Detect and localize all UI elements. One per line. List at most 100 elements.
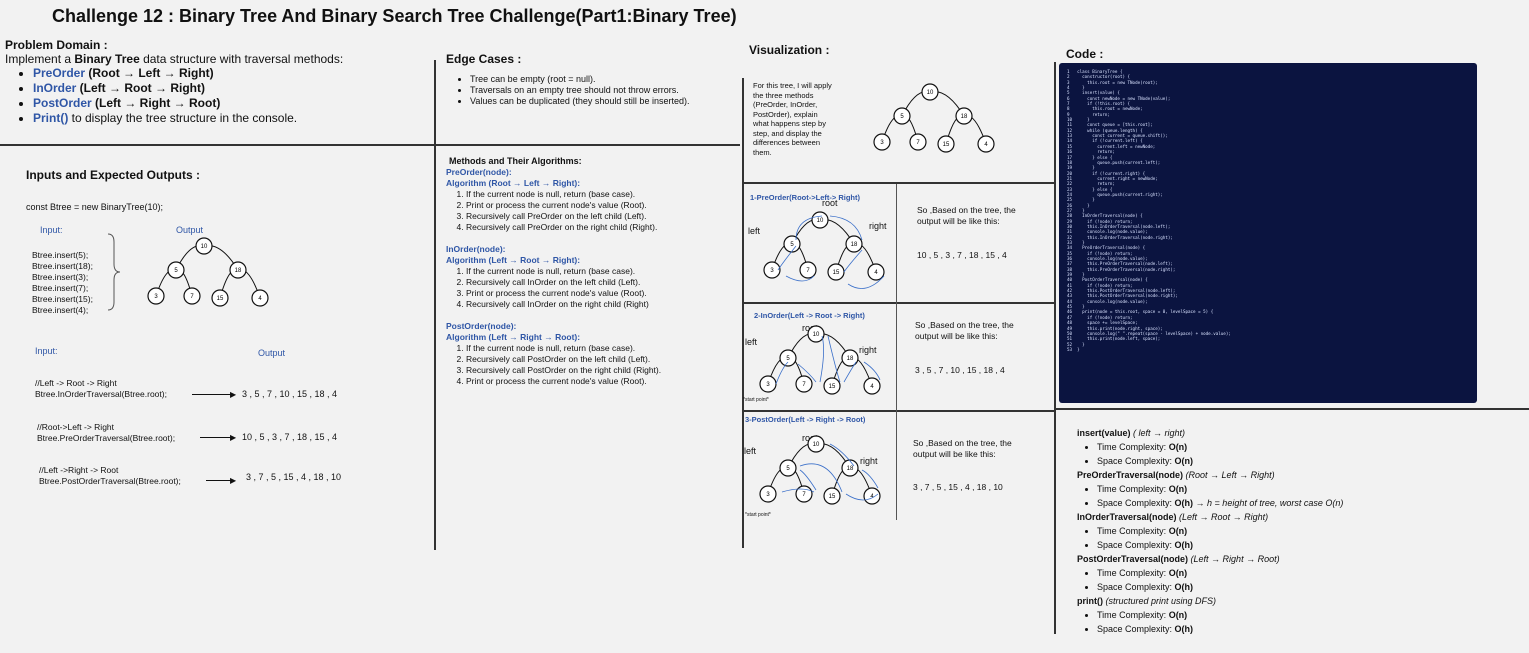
left-label: left [744,446,757,456]
row-call: Btree.InOrderTraversal(Btree.root); [35,389,167,399]
io-heading: Inputs and Expected Outputs : [26,168,201,182]
space-complexity: Space Complexity: O(h) → h = height of t… [1097,496,1517,510]
step: Print or process the current node's valu… [466,288,736,299]
svg-text:15: 15 [829,494,836,500]
svg-text:10: 10 [927,90,934,96]
row-result: 3 , 5 , 7 , 10 , 15 , 18 , 4 [242,389,338,399]
panel-title: 1-PreOrder(Root->Left-> Right) [750,193,861,202]
tree-node: 18 [841,459,859,477]
panel-text: So ,Based on the tree, the output will b… [915,320,1014,341]
list-item: Traversals on an empty tree should not t… [470,85,736,96]
complexity-list: Time Complexity: O(n)Space Complexity: O… [1077,524,1517,552]
preorder-sig: PreOrder(node): [446,167,512,177]
complexity-method: PostOrderTraversal(node) (Left → Right →… [1077,554,1280,564]
postorder-arrows [781,443,879,501]
tree-node: 4 [863,487,881,505]
divider [1054,408,1529,410]
item-name: Print() [33,111,69,125]
svg-text:18: 18 [235,268,242,274]
item-desc: to display the tree structure in the con… [68,111,298,125]
svg-text:3: 3 [770,268,774,274]
methods-heading: Methods and Their Algorithms: [449,156,582,166]
tree-node: 18 [841,349,859,367]
svg-text:4: 4 [258,296,262,302]
root-label: root [822,198,838,208]
complexity-list: Time Complexity: O(n)Space Complexity: O… [1077,566,1517,594]
start-note: *start point* [745,512,771,518]
inorder-arrows [775,335,881,385]
tree-node: 4 [977,135,995,153]
brace-icon [107,233,121,311]
insert-line: Btree.insert(5); [32,250,89,260]
input2-label: Input: [35,346,58,356]
svg-text:4: 4 [870,384,874,390]
tree-node: 10 [195,237,213,255]
right-label: right [860,456,878,466]
svg-text:5: 5 [786,466,790,472]
intro-pre: Implement a [5,52,75,66]
item-desc: (Left → Root → Right) [76,81,205,95]
step: Print or process the current node's valu… [466,200,736,211]
svg-text:4: 4 [984,142,988,148]
tree-node: 4 [251,289,269,307]
panel-result: 3 , 7 , 5 , 15 , 4 , 18 , 10 [913,482,1003,492]
inorder-sig: InOrder(node): [446,244,506,254]
right-label: right [869,221,887,231]
code-block: 1 class BinaryTree { 2 constructor(root)… [1067,69,1231,352]
svg-text:10: 10 [813,332,820,338]
svg-text:7: 7 [190,294,194,300]
traversal-list: PreOrder (Root → Left → Right) InOrder (… [5,66,425,126]
time-complexity: Time Complexity: O(n) [1097,566,1517,580]
insert-line: Btree.insert(7); [32,283,89,293]
step: If the current node is null, return (bas… [466,189,736,200]
divider [434,144,740,146]
left-label: left [745,337,758,347]
output2-label: Output [258,348,286,358]
divider [1054,62,1056,634]
code-panel: 1 class BinaryTree { 2 constructor(root)… [1059,63,1477,403]
right-label: right [859,345,877,355]
ctor-line: const Btree = new BinaryTree(10); [26,202,163,212]
tree-node: 15 [211,289,229,307]
tree-node: 7 [183,287,201,305]
preorder-algo: Algorithm (Root → Left → Right): [446,178,581,188]
preorder-tree: 10 5 18 3 7 15 4 [763,211,885,281]
step: Recursively call PreOrder on the right c… [466,222,736,233]
complexity-list: Time Complexity: O(n)Space Complexity: O… [1077,482,1517,510]
preorder-arrows [777,215,885,289]
arrow-icon [200,437,234,438]
io-row-1: //Left -> Root -> Right Btree.InOrderTra… [35,378,167,400]
io-row-3: //Left ->Right -> Root Btree.PostOrderTr… [39,465,181,487]
row-comment: //Left ->Right -> Root [39,465,119,475]
tree-node: 3 [873,133,891,151]
step: If the current node is null, return (bas… [466,343,736,354]
complexity-method: InOrderTraversal(node) (Left → Root → Ri… [1077,512,1269,522]
list-item: PreOrder (Root → Left → Right) [33,66,425,81]
panel-title: 2-InOrder(Left -> Root -> Right) [754,311,865,320]
problem-domain: Problem Domain : Implement a Binary Tree… [5,38,425,126]
time-complexity: Time Complexity: O(n) [1097,440,1517,454]
divider [742,78,744,548]
insert-line: Btree.insert(18); [32,261,93,271]
insert-list: Btree.insert(5); Btree.insert(18); Btree… [32,250,93,316]
divider [896,184,897,520]
svg-text:5: 5 [790,242,794,248]
svg-text:18: 18 [961,114,968,120]
time-complexity: Time Complexity: O(n) [1097,482,1517,496]
step: If the current node is null, return (bas… [466,266,736,277]
tree-node: 5 [779,349,797,367]
tree-node: 7 [795,375,813,393]
tree-node: 18 [955,107,973,125]
step: Print or process the current node's valu… [466,376,736,387]
inorder-tree: 10 5 18 3 7 15 4 [759,325,881,395]
code-heading: Code : [1066,47,1104,61]
problem-heading: Problem Domain : [5,38,108,52]
output-label: Output [176,225,204,235]
list-item: InOrder (Left → Root → Right) [33,81,425,96]
step: Recursively call PostOrder on the left c… [466,354,736,365]
postorder-algo: Algorithm (Left → Right → Root): [446,332,581,342]
tree-node: 15 [823,487,841,505]
tree-node: 10 [811,211,829,229]
svg-text:5: 5 [786,356,790,362]
panel-text: So ,Based on the tree, the output will b… [913,438,1012,459]
